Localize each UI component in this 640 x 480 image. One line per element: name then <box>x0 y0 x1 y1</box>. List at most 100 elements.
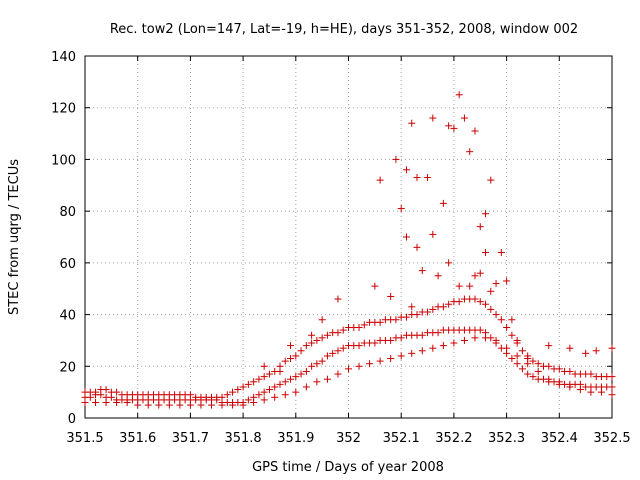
data-point <box>608 391 616 399</box>
data-point <box>92 398 100 406</box>
data-point <box>566 344 574 352</box>
data-point <box>302 383 310 391</box>
data-point <box>471 127 479 135</box>
data-point <box>334 347 342 355</box>
data-point <box>334 370 342 378</box>
data-point <box>476 269 484 277</box>
data-point <box>360 321 368 329</box>
data-point <box>176 401 184 409</box>
data-point <box>292 388 300 396</box>
data-point <box>508 331 516 339</box>
data-point <box>566 383 574 391</box>
data-point <box>234 386 242 394</box>
data-point <box>518 365 526 373</box>
data-point <box>297 370 305 378</box>
data-point <box>434 272 442 280</box>
y-tick-label: 60 <box>59 257 76 272</box>
data-point <box>376 357 384 365</box>
data-point <box>497 249 505 257</box>
data-point <box>123 398 131 406</box>
data-point <box>471 334 479 342</box>
y-tick-label: 140 <box>51 50 76 65</box>
data-point <box>339 326 347 334</box>
data-point <box>329 349 337 357</box>
data-point <box>229 401 237 409</box>
data-point <box>455 298 463 306</box>
data-point <box>102 386 110 394</box>
data-points <box>81 91 616 409</box>
data-point <box>513 336 521 344</box>
data-point <box>334 329 342 337</box>
data-point <box>355 324 363 331</box>
data-point <box>487 305 495 313</box>
x-tick-label: 351.5 <box>66 431 103 446</box>
data-point <box>376 176 384 184</box>
data-point <box>355 362 363 370</box>
data-point <box>476 298 484 306</box>
data-point <box>239 383 247 391</box>
data-point <box>439 342 447 350</box>
data-point <box>413 311 421 319</box>
data-point <box>408 349 416 357</box>
data-point <box>250 378 258 386</box>
x-axis-label: GPS time / Days of year 2008 <box>252 460 444 475</box>
y-tick-label: 40 <box>59 309 76 324</box>
data-point <box>323 375 331 383</box>
data-point <box>281 357 289 365</box>
data-point <box>371 282 379 290</box>
data-point <box>402 233 410 241</box>
data-point <box>587 370 595 378</box>
data-point <box>429 230 437 238</box>
data-point <box>487 176 495 184</box>
data-point <box>308 331 316 339</box>
data-point <box>434 329 442 337</box>
data-point <box>392 316 400 324</box>
data-point <box>566 367 574 375</box>
data-point <box>476 326 484 334</box>
data-point <box>218 393 226 401</box>
data-point <box>466 282 474 290</box>
data-point <box>276 367 284 375</box>
data-point <box>376 318 384 326</box>
data-point <box>397 334 405 342</box>
data-point <box>207 401 215 409</box>
data-point <box>260 362 268 370</box>
data-point <box>402 166 410 174</box>
data-point <box>313 336 321 344</box>
data-point <box>287 342 295 350</box>
data-point <box>186 391 194 399</box>
data-point <box>429 305 437 313</box>
x-tick-label: 351.9 <box>277 431 314 446</box>
data-point <box>313 378 321 386</box>
data-point <box>302 342 310 350</box>
data-point <box>387 336 395 344</box>
data-point <box>318 334 326 342</box>
data-point <box>529 357 537 365</box>
data-point <box>297 347 305 355</box>
data-point <box>487 287 495 295</box>
chart-title: Rec. tow2 (Lon=147, Lat=-19, h=HE), days… <box>110 22 578 37</box>
data-point <box>424 174 432 182</box>
data-point <box>508 316 516 324</box>
data-point <box>397 205 405 213</box>
data-point <box>513 352 521 360</box>
data-point <box>292 373 300 381</box>
data-point <box>450 339 458 347</box>
x-tick-label: 352.3 <box>488 431 525 446</box>
data-point <box>244 396 252 404</box>
data-point <box>545 362 553 370</box>
data-point <box>545 342 553 350</box>
data-point <box>555 365 563 373</box>
data-point <box>265 370 273 378</box>
data-point <box>597 388 605 396</box>
data-point <box>229 388 237 396</box>
data-point <box>492 280 500 288</box>
x-tick-label: 351.7 <box>172 431 209 446</box>
x-tick-label: 351.8 <box>224 431 261 446</box>
data-point <box>582 349 590 357</box>
data-point <box>413 174 421 182</box>
x-tick-label: 352 <box>336 431 361 446</box>
data-point <box>534 367 542 375</box>
data-point <box>371 339 379 347</box>
data-point <box>366 360 374 368</box>
